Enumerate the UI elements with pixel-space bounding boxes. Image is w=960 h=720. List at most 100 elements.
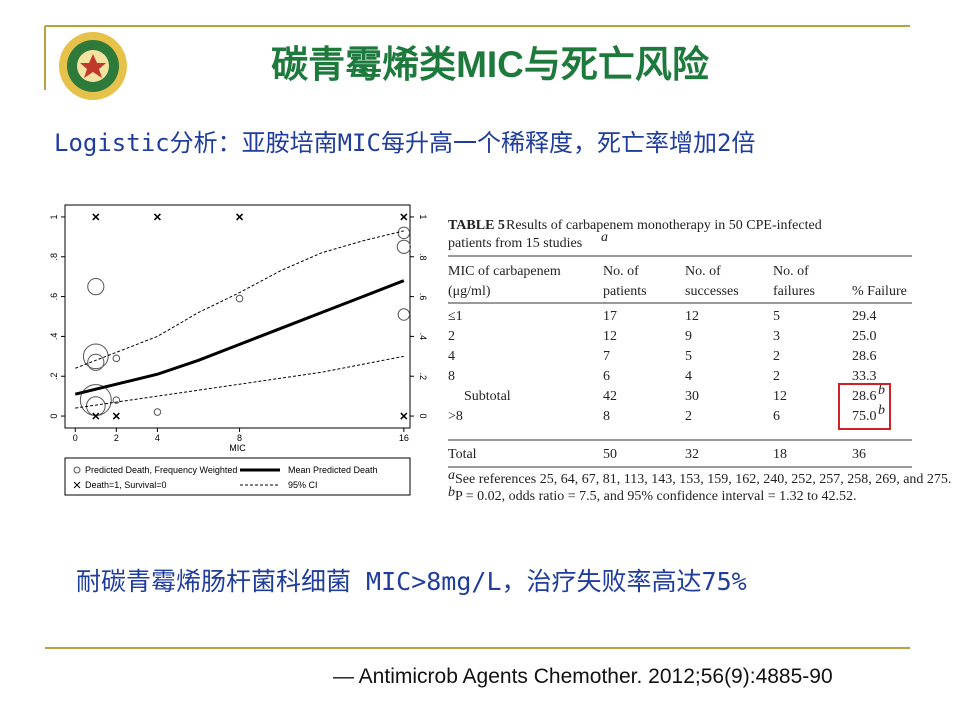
cell: 4 — [685, 369, 692, 384]
legend-label: Death=1, Survival=0 — [85, 480, 167, 490]
caption-note: a — [601, 230, 608, 245]
cell: 9 — [685, 329, 692, 344]
x-tick-label: 8 — [237, 433, 242, 443]
y-tick-label: 0 — [49, 414, 59, 419]
x-tick-label: 0 — [73, 433, 78, 443]
cell-note: b — [878, 403, 885, 418]
bubble — [153, 408, 162, 416]
cell: 36 — [852, 447, 866, 462]
footnote: P = 0.02, odds ratio = 7.5, and 95% conf… — [455, 489, 857, 504]
chart: 0 0 .2 .2 .4 .4 .6 .6 .8 .8 1 1 0 2 4 8 16 MIC Predicted D… — [49, 204, 428, 496]
table: TABLE 5 Results of carbapenem monotherapy… — [448, 218, 951, 504]
legend-label: Predicted Death, Frequency Weighted — [85, 465, 237, 475]
cell: 3 — [773, 329, 780, 344]
bubble — [396, 239, 411, 254]
column-header: (μg/ml) — [448, 284, 491, 299]
cross — [92, 412, 100, 420]
cross — [400, 412, 408, 420]
bubble — [112, 396, 121, 404]
cross — [112, 412, 120, 420]
cell: 8 — [603, 409, 610, 424]
cross — [73, 481, 81, 489]
cell: 5 — [773, 309, 780, 324]
cross — [92, 213, 100, 221]
y2-tick-label: .2 — [418, 372, 428, 380]
bubble — [112, 354, 121, 363]
bubble — [82, 343, 109, 370]
footnote-mark: b — [448, 485, 455, 500]
legend-frame — [64, 457, 411, 496]
cell: 12 — [603, 329, 617, 344]
footnote-mark: a — [448, 468, 455, 483]
highlight-box — [838, 383, 891, 430]
cell: 28.6 — [852, 349, 877, 364]
cell: 18 — [773, 447, 787, 462]
slide-title: 碳青霉烯类MIC与死亡风险 — [271, 44, 710, 85]
legend-label: Mean Predicted Death — [288, 465, 378, 475]
x-tick-label: 2 — [114, 433, 119, 443]
cell: 25.0 — [852, 329, 877, 344]
cell: 12 — [685, 309, 699, 324]
x-tick-label: 16 — [399, 433, 409, 443]
line — [74, 279, 405, 396]
y-tick-label: .6 — [49, 293, 59, 301]
column-header: failures — [773, 284, 815, 299]
cell: 75.0 — [852, 409, 877, 424]
cell: 2 — [685, 409, 692, 424]
cell: 7 — [603, 349, 610, 364]
line — [75, 230, 404, 369]
bubble — [85, 396, 106, 416]
column-header: No. of — [773, 264, 809, 279]
column-header: No. of — [603, 264, 639, 279]
cell: 28.6 — [852, 389, 877, 404]
y2-tick-label: 1 — [418, 214, 428, 219]
cross — [400, 213, 408, 221]
cell: 2 — [773, 369, 780, 384]
cell: 2 — [448, 329, 455, 344]
plot-frame — [64, 204, 411, 429]
bubble — [397, 226, 411, 240]
column-header: MIC of carbapenem — [448, 264, 561, 279]
cell: 30 — [685, 389, 699, 404]
column-header: % Failure — [852, 284, 907, 299]
cell-note: b — [878, 383, 885, 398]
citation: — Antimicrob Agents Chemother. 2012;56(9… — [333, 665, 833, 688]
cell: 2 — [773, 349, 780, 364]
line — [75, 355, 404, 409]
y2-tick-label: .6 — [418, 293, 428, 301]
legend-symbol — [73, 466, 81, 474]
caption-label: TABLE 5 — [448, 218, 505, 233]
y-tick-label: .8 — [49, 253, 59, 261]
bubble — [87, 278, 105, 296]
caption: patients from 15 studies — [448, 236, 582, 251]
cell: ≤1 — [448, 309, 463, 324]
cell: 17 — [603, 309, 617, 324]
y-tick-label: .4 — [49, 333, 59, 341]
y-tick-label: .2 — [49, 372, 59, 380]
legend-label: 95% CI — [288, 480, 318, 490]
cell: >8 — [448, 409, 463, 424]
cell: 4 — [448, 349, 455, 364]
cell: 50 — [603, 447, 617, 462]
cell: 12 — [773, 389, 787, 404]
cell: 6 — [603, 369, 610, 384]
bubble — [235, 294, 244, 303]
footnote: See references 25, 64, 67, 81, 113, 143,… — [455, 472, 951, 487]
cell: 42 — [603, 389, 617, 404]
cell: 33.3 — [852, 369, 877, 384]
conclusion: 耐碳青霉烯肠杆菌科细菌 MIC>8mg/L，治疗失败率高达75% — [76, 567, 747, 596]
bubble — [397, 308, 411, 321]
column-header: No. of — [685, 264, 721, 279]
cross — [153, 213, 161, 221]
column-header: successes — [685, 284, 739, 299]
logo — [59, 32, 127, 100]
bubble — [87, 353, 105, 371]
cell: Total — [448, 447, 477, 462]
cross — [236, 213, 244, 221]
y2-tick-label: .8 — [418, 253, 428, 261]
x-axis-label: MIC — [229, 443, 246, 453]
cell: 5 — [685, 349, 692, 364]
y-tick-label: 1 — [49, 214, 59, 219]
cell: Subtotal — [464, 389, 511, 404]
